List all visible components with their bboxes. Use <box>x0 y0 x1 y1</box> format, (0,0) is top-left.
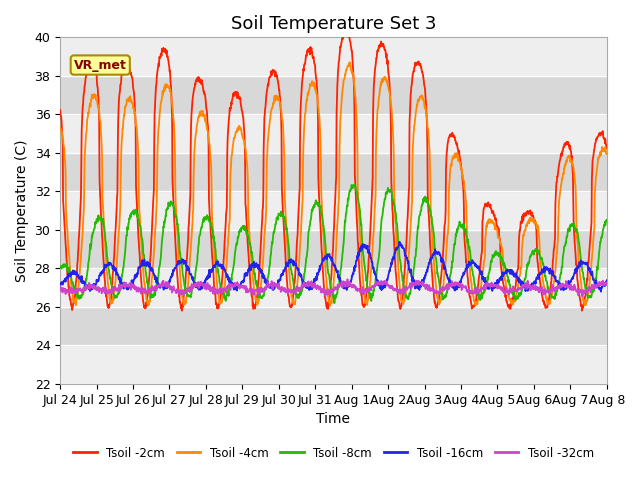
Bar <box>60 37 607 76</box>
Text: VR_met: VR_met <box>74 59 127 72</box>
Legend: Tsoil -2cm, Tsoil -4cm, Tsoil -8cm, Tsoil -16cm, Tsoil -32cm: Tsoil -2cm, Tsoil -4cm, Tsoil -8cm, Tsoi… <box>68 442 598 464</box>
Bar <box>60 192 607 230</box>
Title: Soil Temperature Set 3: Soil Temperature Set 3 <box>231 15 436 33</box>
Bar <box>60 268 607 307</box>
Bar <box>60 76 607 114</box>
Bar <box>60 307 607 346</box>
Bar <box>60 346 607 384</box>
Bar <box>60 153 607 192</box>
Bar <box>60 114 607 153</box>
Bar <box>60 230 607 268</box>
Y-axis label: Soil Temperature (C): Soil Temperature (C) <box>15 139 29 282</box>
X-axis label: Time: Time <box>317 412 351 426</box>
